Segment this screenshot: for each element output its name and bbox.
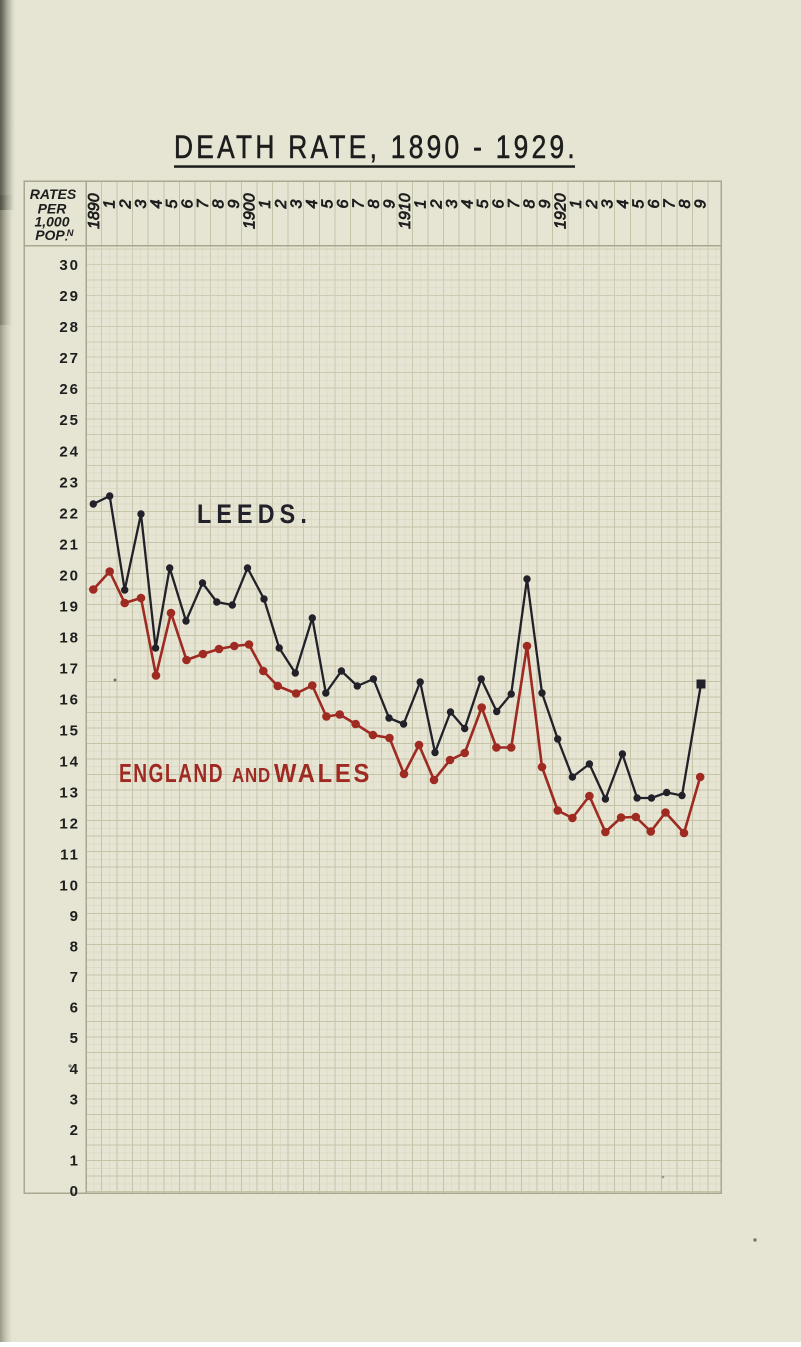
svg-text:6: 6 [70, 1000, 80, 1017]
svg-text:2: 2 [117, 200, 134, 210]
svg-text:POP: POP [35, 227, 65, 243]
svg-text:5: 5 [319, 200, 336, 209]
svg-text:4: 4 [304, 200, 321, 209]
svg-text:6: 6 [646, 200, 663, 209]
svg-text:6: 6 [491, 200, 508, 209]
svg-text:1920: 1920 [553, 193, 570, 229]
svg-text:1: 1 [70, 1153, 80, 1170]
svg-text:2: 2 [273, 200, 290, 210]
svg-text:11: 11 [60, 847, 80, 864]
svg-text:5: 5 [630, 200, 647, 209]
svg-text:7: 7 [195, 199, 212, 209]
svg-text:3: 3 [70, 1091, 80, 1108]
svg-text:.: . [65, 230, 68, 244]
svg-text:AND: AND [232, 765, 271, 787]
svg-text:15: 15 [59, 723, 80, 740]
svg-text:28: 28 [59, 319, 80, 336]
svg-text:13: 13 [59, 785, 80, 802]
svg-text:10: 10 [59, 878, 80, 895]
svg-text:2: 2 [584, 200, 601, 210]
svg-text:N: N [67, 228, 75, 239]
svg-text:23: 23 [59, 474, 80, 491]
svg-text:7: 7 [70, 969, 80, 986]
svg-text:1: 1 [257, 200, 274, 209]
svg-text:9: 9 [382, 200, 399, 209]
svg-text:8: 8 [211, 200, 228, 209]
svg-text:18: 18 [59, 630, 80, 647]
svg-text:1910: 1910 [397, 193, 414, 229]
svg-text:ENGLAND: ENGLAND [119, 758, 224, 788]
svg-text:8: 8 [522, 200, 539, 209]
svg-text:4: 4 [459, 200, 476, 209]
svg-text:1890: 1890 [86, 193, 103, 229]
svg-text:7: 7 [662, 199, 679, 209]
svg-text:9: 9 [537, 200, 554, 209]
svg-text:9: 9 [226, 200, 243, 209]
svg-text:0: 0 [70, 1183, 80, 1200]
svg-text:20: 20 [59, 568, 80, 585]
svg-text:3: 3 [133, 200, 150, 209]
svg-text:7: 7 [351, 199, 368, 209]
svg-text:6: 6 [335, 200, 352, 209]
svg-text:2: 2 [70, 1122, 80, 1139]
svg-text:8: 8 [366, 200, 383, 209]
svg-text:3: 3 [444, 200, 461, 209]
svg-text:1900: 1900 [242, 193, 259, 229]
svg-text:29: 29 [59, 288, 80, 305]
svg-text:27: 27 [59, 350, 80, 367]
svg-text:5: 5 [164, 200, 181, 209]
svg-text:16: 16 [59, 692, 80, 709]
svg-text:3: 3 [599, 200, 616, 209]
svg-text:1,000: 1,000 [34, 214, 69, 230]
svg-text:7: 7 [506, 199, 523, 209]
svg-text:WALES: WALES [274, 758, 372, 788]
svg-text:LEEDS.: LEEDS. [197, 499, 312, 529]
svg-text:8: 8 [70, 939, 80, 956]
svg-text:14: 14 [59, 754, 80, 771]
svg-text:9: 9 [70, 908, 80, 925]
svg-text:8: 8 [677, 200, 694, 209]
svg-text:5: 5 [475, 200, 492, 209]
svg-text:4: 4 [148, 200, 165, 209]
svg-text:6: 6 [180, 200, 197, 209]
svg-text:PER: PER [38, 201, 68, 217]
svg-text:24: 24 [59, 443, 80, 460]
svg-text:26: 26 [59, 381, 80, 398]
svg-text:1: 1 [413, 200, 430, 209]
svg-text:4: 4 [70, 1061, 80, 1078]
svg-text:4: 4 [615, 200, 632, 209]
svg-text:9: 9 [693, 200, 710, 209]
svg-text:RATES: RATES [30, 186, 77, 202]
svg-text:22: 22 [59, 505, 80, 522]
svg-text:2: 2 [428, 200, 445, 210]
svg-text:17: 17 [59, 661, 80, 678]
svg-text:5: 5 [70, 1030, 80, 1047]
svg-text:1: 1 [102, 200, 119, 209]
svg-text:30: 30 [59, 257, 80, 274]
svg-text:19: 19 [59, 599, 80, 616]
svg-text:1: 1 [568, 200, 585, 209]
svg-text:21: 21 [59, 537, 80, 554]
svg-text:DEATH RATE, 1890 - 1929.: DEATH RATE, 1890 - 1929. [174, 129, 578, 165]
svg-text:12: 12 [59, 816, 80, 833]
svg-text:25: 25 [59, 412, 80, 429]
svg-text:3: 3 [288, 200, 305, 209]
